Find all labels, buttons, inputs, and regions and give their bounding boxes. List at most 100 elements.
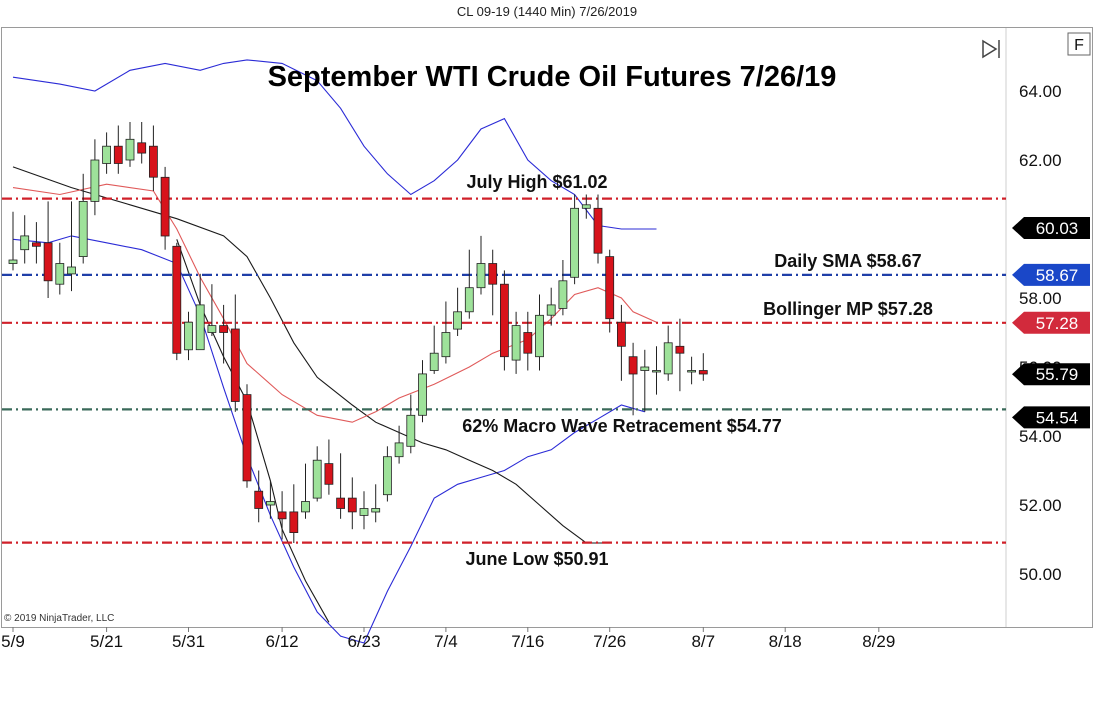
price-tag-label: 57.28 — [1036, 314, 1079, 333]
plot-frame — [1, 27, 1093, 628]
candle-body — [102, 145, 111, 164]
candle — [429, 325, 439, 374]
candle-body — [137, 142, 147, 154]
candle-body — [20, 235, 30, 251]
candle — [347, 477, 357, 530]
candle — [499, 270, 509, 371]
candle — [464, 249, 474, 319]
price-tag-label: 54.54 — [1036, 408, 1079, 427]
price-tag: 60.03 — [1012, 217, 1090, 239]
candle — [67, 201, 76, 292]
price-tag: 57.28 — [1012, 311, 1090, 334]
x-tick-label: 7/16 — [511, 632, 544, 651]
candle — [581, 194, 591, 219]
candle-body — [195, 304, 205, 351]
candle-body — [336, 497, 346, 509]
candle-body — [242, 394, 252, 482]
price-tag-label: 60.03 — [1036, 219, 1079, 238]
candle — [535, 294, 544, 371]
candle-body — [687, 370, 696, 373]
price-tag-shape — [1012, 217, 1090, 239]
candle-body — [464, 287, 474, 313]
bollinger-lower-line — [12, 235, 645, 644]
level-annotation-4: June Low $50.91 — [465, 549, 608, 569]
y-tick-label: 54.00 — [1019, 427, 1062, 446]
chart-header-caption: CL 09-19 (1440 Min) 7/26/2019 — [456, 4, 638, 19]
candle — [511, 311, 521, 374]
candle — [148, 125, 158, 191]
candle-body — [605, 256, 615, 320]
candle — [698, 353, 708, 381]
candle — [254, 470, 264, 523]
candle — [113, 125, 123, 174]
level-annotation-1: Daily SMA $58.67 — [774, 251, 921, 271]
candle-body — [581, 204, 591, 209]
candle — [558, 260, 568, 316]
candle — [8, 211, 18, 271]
candle-body — [67, 266, 76, 275]
candle — [663, 325, 673, 381]
bollinger-upper-line — [12, 59, 657, 230]
candle — [102, 132, 111, 174]
candle — [371, 484, 381, 523]
level-annotation-0: July High $61.02 — [466, 172, 607, 192]
chart-title: September WTI Crude Oil Futures 7/26/19 — [268, 61, 837, 93]
candle — [418, 360, 427, 423]
candle-body — [453, 311, 463, 330]
level-annotation-2: Bollinger MP $57.28 — [763, 299, 933, 319]
candle-body — [125, 138, 135, 161]
candle — [277, 491, 287, 540]
candle-body — [406, 414, 416, 447]
candle — [219, 304, 229, 364]
candle-body — [394, 442, 404, 458]
candle-body — [593, 207, 603, 254]
price-tag: 58.67 — [1012, 263, 1090, 286]
candle-body — [359, 508, 369, 516]
candle — [675, 318, 685, 392]
x-tick-label: 6/12 — [266, 632, 299, 651]
candle-body — [289, 511, 299, 533]
candle — [312, 446, 322, 502]
candle-body — [184, 321, 193, 351]
candle — [336, 453, 346, 519]
candle-body — [312, 459, 322, 499]
candle-body — [499, 283, 509, 358]
fast-average-line — [176, 239, 330, 623]
candle-body — [617, 321, 626, 347]
candle — [523, 311, 533, 371]
candle-body — [277, 511, 287, 520]
svg-text:F: F — [1074, 37, 1084, 54]
candle-body — [324, 463, 334, 485]
price-tag-label: 55.79 — [1036, 365, 1079, 384]
y-tick-label: 62.00 — [1019, 151, 1062, 170]
price-tag-shape — [1012, 406, 1090, 429]
candle — [652, 346, 661, 395]
f-button[interactable]: F — [1067, 32, 1091, 56]
candle-body — [546, 304, 556, 316]
candle — [90, 139, 100, 216]
candle — [125, 122, 135, 167]
candle — [324, 439, 334, 495]
candle-body — [160, 176, 170, 237]
x-tick-label: 5/21 — [90, 632, 123, 651]
candle — [289, 484, 299, 543]
candle-body — [78, 200, 88, 257]
copyright-notice: © 2019 NinjaTrader, LLC — [4, 613, 114, 624]
candle — [476, 235, 486, 295]
candle-body — [675, 345, 685, 354]
candle-body — [558, 280, 568, 309]
candle — [359, 491, 369, 530]
y-tick-label: 58.00 — [1019, 289, 1062, 308]
price-tag-shape — [1012, 363, 1090, 386]
x-tick-label: 8/7 — [691, 632, 715, 651]
candle — [265, 480, 275, 519]
scroll-to-end-icon[interactable] — [982, 39, 1000, 59]
candle — [184, 311, 193, 361]
candle — [617, 304, 626, 381]
candle-body — [441, 332, 451, 358]
candle — [640, 349, 650, 412]
candle-body — [55, 263, 65, 285]
candle — [160, 166, 170, 250]
candle-body — [148, 145, 158, 178]
